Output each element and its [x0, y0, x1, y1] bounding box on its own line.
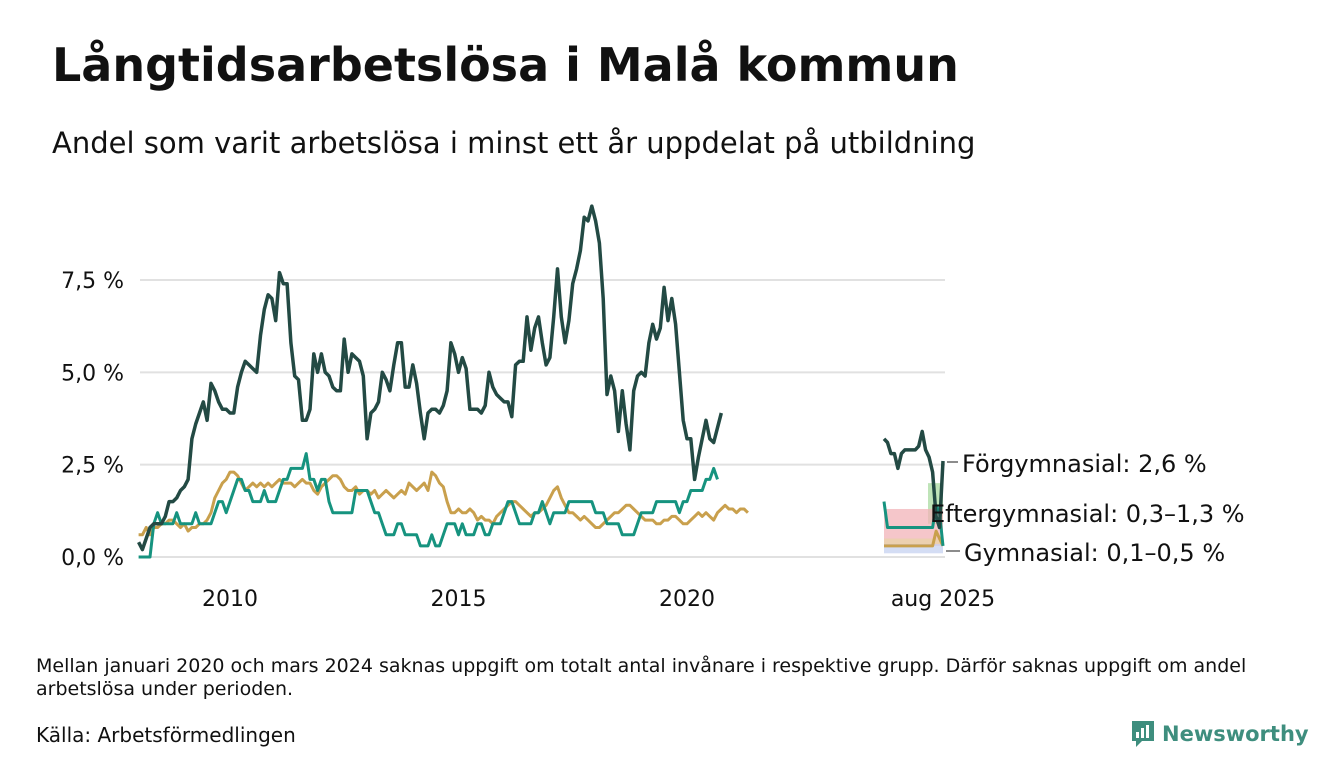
series-line-eftergymnasial — [138, 452, 719, 559]
grid-lines — [140, 279, 945, 558]
footnote: Mellan januari 2020 och mars 2024 saknas… — [36, 655, 1247, 700]
inset-line-gymnasial — [884, 529, 945, 548]
y-tick-label: 0,0 % — [61, 546, 124, 571]
source-credit: Källa: Arbetsförmedlingen — [36, 723, 296, 747]
x-axis-ticks: 2010 2015 2020 aug 2025 — [202, 587, 995, 612]
x-tick-label: 2015 — [431, 587, 487, 612]
brand-logo: Newsworthy — [1130, 718, 1309, 750]
end-label-forgymnasial: Förgymnasial: 2,6 % — [962, 450, 1207, 478]
x-tick-label: 2020 — [659, 587, 715, 612]
series-line-forgymnasial — [137, 204, 723, 552]
y-tick-label: 5,0 % — [61, 361, 124, 386]
chart-title: Långtidsarbetslösa i Malå kommun — [52, 38, 959, 92]
y-tick-label: 7,5 % — [61, 269, 124, 294]
y-tick-label: 2,5 % — [61, 454, 124, 479]
chart-subtitle: Andel som varit arbetslösa i minst ett å… — [52, 126, 976, 160]
brand-name: Newsworthy — [1162, 722, 1309, 746]
inset-line-eftergymnasial — [882, 501, 945, 547]
end-label-gymnasial: Gymnasial: 0,1–0,5 % — [964, 539, 1225, 567]
line-chart: 0,0 % 2,5 % 5,0 % 7,5 % 2010 2015 2020 aug 202… — [61, 204, 1245, 612]
series-lines — [137, 204, 945, 559]
newsworthy-logo-icon — [1132, 721, 1154, 747]
inset-line-forgymnasial — [882, 429, 945, 530]
band-overlap — [884, 538, 943, 545]
series-end-labels: Förgymnasial: 2,6 % Eftergymnasial: 0,3–1… — [930, 450, 1245, 567]
x-tick-label: 2010 — [202, 587, 258, 612]
end-label-eftergymnasial: Eftergymnasial: 0,3–1,3 % — [930, 500, 1245, 528]
inset-date-label: aug 2025 — [891, 587, 995, 612]
y-axis-ticks: 0,0 % 2,5 % 5,0 % 7,5 % — [61, 269, 124, 571]
